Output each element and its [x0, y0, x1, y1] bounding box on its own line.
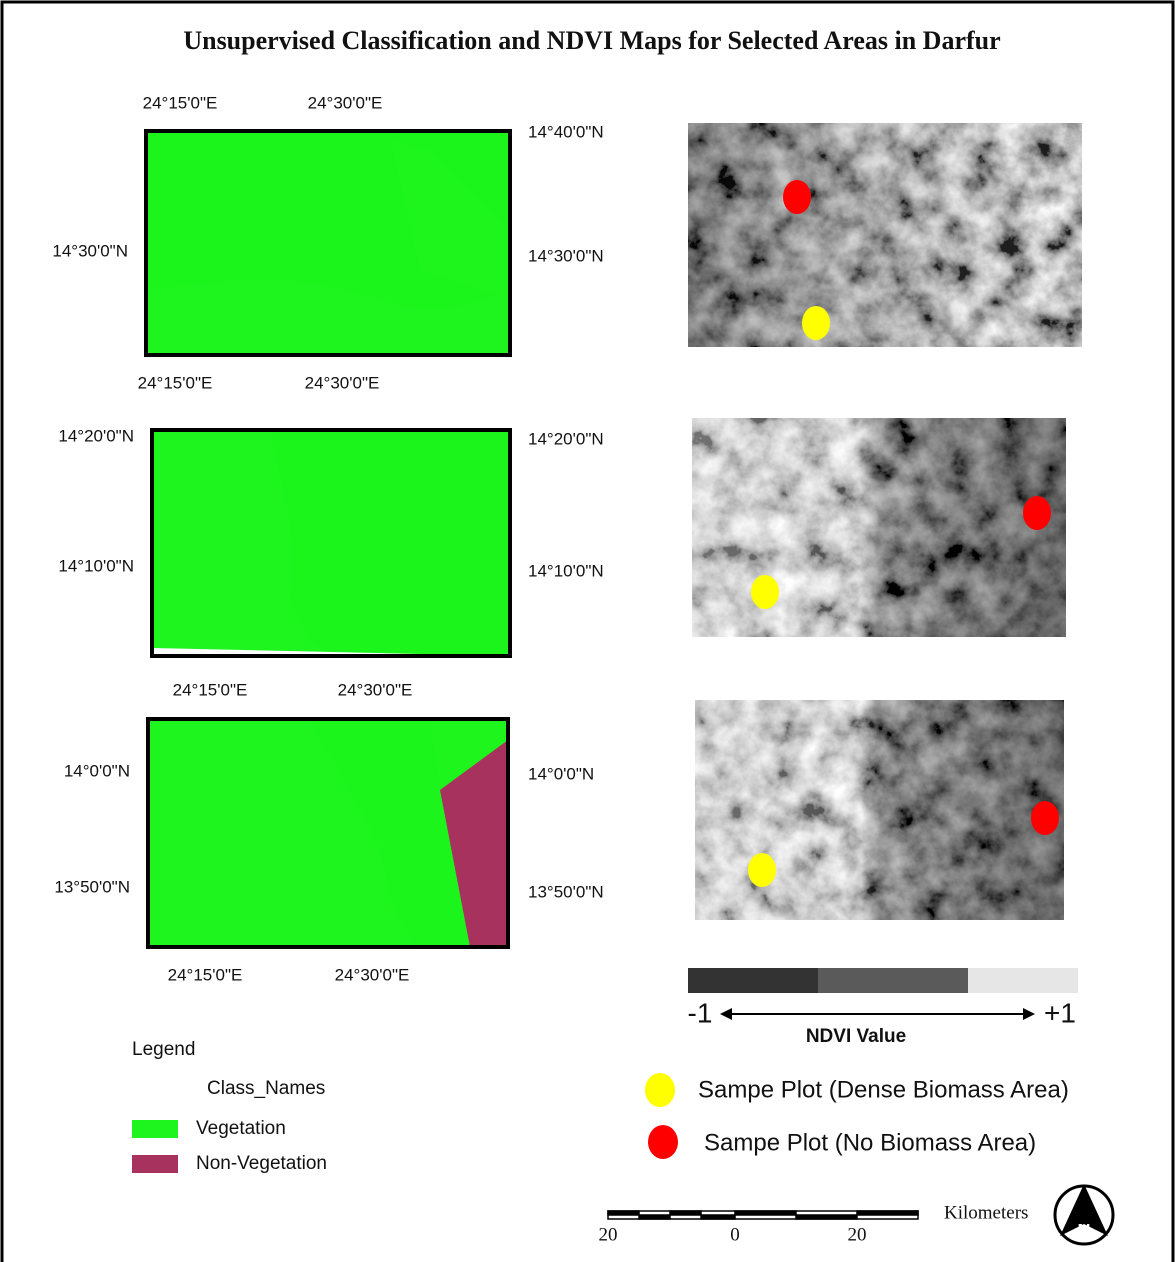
scale-label: 20 [599, 1224, 618, 1245]
latitude-label: 14°10'0"N [528, 561, 604, 580]
ndvi-title: NDVI Value [806, 1026, 906, 1047]
legend-label: Vegetation [196, 1118, 286, 1139]
latitude-label: 14°0'0"N [528, 764, 594, 783]
longitude-label: 24°15'0"E [168, 965, 243, 984]
ndvi-map [692, 418, 1066, 637]
latitude-label: 14°20'0"N [58, 426, 134, 445]
longitude-label: 24°15'0"E [173, 680, 248, 699]
latitude-label: 14°10'0"N [58, 556, 134, 575]
longitude-label: 24°30'0"E [308, 93, 383, 112]
ndvi-min-label: -1 [688, 997, 713, 1028]
legend-marker [648, 1125, 678, 1159]
longitude-label: 24°30'0"E [335, 965, 410, 984]
legend-label: Sampe Plot (Dense Biomass Area) [698, 1076, 1069, 1103]
ndvi-color-bar [688, 968, 1078, 1020]
legend-label: Non-Vegetation [196, 1153, 327, 1174]
legend-label: Sampe Plot (No Biomass Area) [704, 1129, 1036, 1156]
latitude-label: 14°20'0"N [528, 429, 604, 448]
legend-swatch [132, 1120, 178, 1138]
scale-unit: Kilometers [944, 1202, 1028, 1223]
scale-label: 20 [848, 1224, 867, 1245]
classification-map [152, 430, 510, 660]
north-label: N [1078, 1221, 1091, 1241]
latitude-label: 13°50'0"N [528, 882, 604, 901]
ndvi-map [688, 123, 1082, 347]
legend-marker [645, 1073, 675, 1107]
longitude-label: 24°30'0"E [338, 680, 413, 699]
latitude-label: 14°30'0"N [528, 246, 604, 265]
scale-label: 0 [730, 1224, 740, 1245]
latitude-label: 14°30'0"N [52, 241, 128, 260]
classification-map [146, 131, 510, 355]
latitude-label: 13°50'0"N [54, 877, 130, 896]
legend-swatch [132, 1155, 178, 1173]
latitude-label: 14°0'0"N [64, 761, 130, 780]
figure: Unsupervised Classification and NDVI Map… [0, 0, 1175, 1262]
latitude-label: 14°40'0"N [528, 122, 604, 141]
title: Unsupervised Classification and NDVI Map… [183, 26, 1000, 55]
ndvi-max-label: +1 [1044, 997, 1076, 1028]
classification-map [148, 719, 508, 947]
legend-title: Legend [132, 1039, 195, 1060]
legend-field: Class_Names [207, 1078, 325, 1099]
longitude-label: 24°15'0"E [143, 93, 218, 112]
longitude-label: 24°30'0"E [305, 373, 380, 392]
ndvi-map [695, 700, 1064, 920]
scale-bar [608, 1211, 918, 1219]
longitude-label: 24°15'0"E [138, 373, 213, 392]
